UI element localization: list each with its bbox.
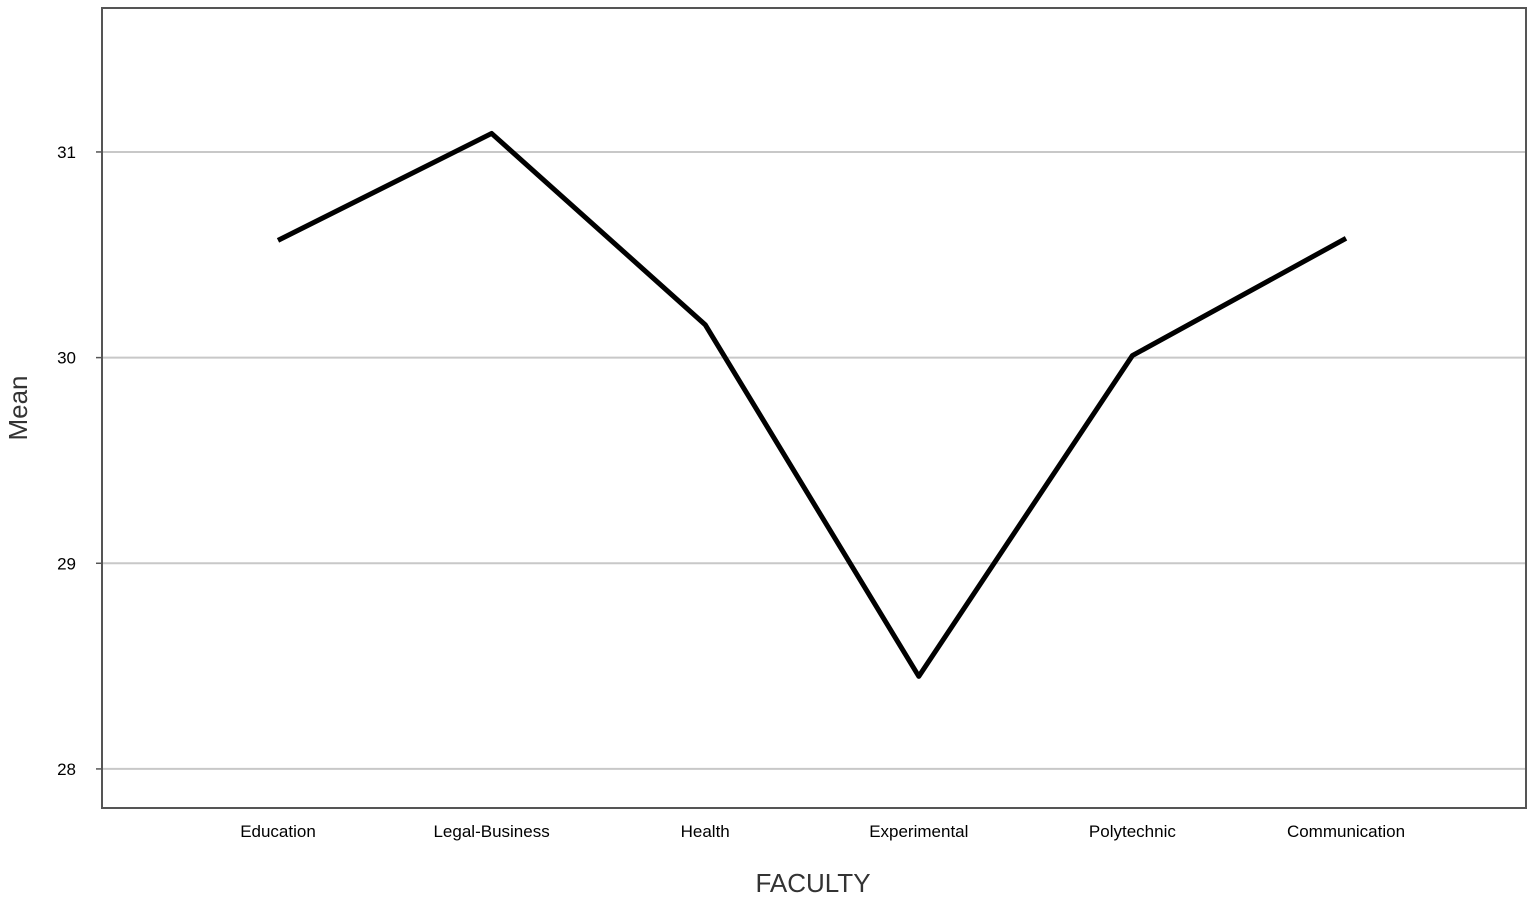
x-tick-label: Experimental [869,822,968,841]
x-tick-label: Communication [1287,822,1405,841]
y-tick-labels: 28 29 30 31 [57,143,102,779]
series-layer [276,130,1348,679]
x-axis-title: FACULTY [755,868,870,898]
x-tick-label: Education [240,822,316,841]
x-tick-label: Polytechnic [1089,822,1176,841]
plot-frame [101,7,1527,809]
y-axis-title: Mean [3,375,33,440]
x-tick-labels: Education Legal-Business Health Experimenta… [240,822,1405,841]
series-line [276,130,1348,679]
y-tick-label: 28 [57,760,76,779]
x-tick-label: Legal-Business [433,822,549,841]
x-tick-label: Health [681,822,730,841]
y-tick-label: 30 [57,349,76,368]
y-tick-label: 29 [57,554,76,573]
gridlines [102,150,1526,770]
y-tick-label: 31 [57,143,76,162]
